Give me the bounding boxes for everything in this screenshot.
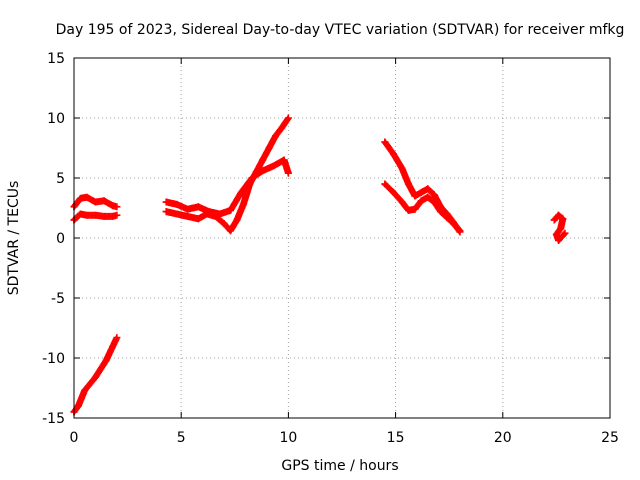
data-point [389,188,397,196]
series-arc-b-descending [70,334,121,416]
data-points [70,114,569,416]
data-point [184,205,192,213]
data-point [237,188,245,196]
series-arc-c-inner [162,156,292,218]
data-point [389,150,397,158]
data-point [173,210,181,218]
data-point [162,198,170,206]
data-point [272,132,280,140]
data-point [437,208,445,216]
data-point [411,192,419,200]
x-axis-label: GPS time / hours [281,458,398,474]
series-arc-e [550,211,569,244]
data-point [233,216,241,224]
data-point [449,220,457,228]
data-point [284,169,292,177]
data-point [227,206,235,214]
data-point [550,216,558,224]
series-arc-a-upper [70,193,121,211]
data-point [239,200,247,208]
data-point [100,212,108,220]
data-point [561,229,569,237]
data-point [398,198,406,206]
grid [74,58,610,418]
data-point [398,164,406,172]
x-tick-label: 5 [177,430,186,446]
data-point [76,210,84,218]
x-tick-label: 10 [279,430,297,446]
data-point [91,211,99,219]
data-point [381,138,389,146]
data-point [113,334,121,342]
x-tick-label: 25 [601,430,619,446]
data-point [76,194,84,202]
data-point [430,198,438,206]
data-point [91,198,99,206]
data-point [83,211,91,219]
data-point [100,197,108,205]
y-tick-label: -15 [42,411,65,427]
data-point [194,203,202,211]
data-point [424,193,432,201]
data-point [555,211,563,219]
data-point [381,180,389,188]
data-point [284,114,292,122]
y-tick-label: 15 [47,51,65,67]
data-point [430,191,438,199]
data-point [109,212,117,220]
y-tick-label: -10 [42,351,65,367]
y-tick-label: 10 [47,111,65,127]
series-arc-c [162,114,292,235]
data-point [227,227,235,235]
data-point [557,224,565,232]
data-point [417,197,425,205]
data-point [113,211,121,219]
data-point [81,386,89,394]
chart-title: Day 195 of 2023, Sidereal Day-to-day VTE… [56,22,625,38]
data-point [194,215,202,223]
data-point [162,208,170,216]
data-point [102,356,110,364]
data-point [173,200,181,208]
data-point [280,156,288,164]
data-point [248,174,256,182]
data-point [424,185,432,193]
data-point [278,124,286,132]
data-point [456,227,464,235]
x-tick-label: 15 [387,430,405,446]
data-point [109,202,117,210]
data-point [184,212,192,220]
data-point [220,220,228,228]
axis-ticks: 0 5 10 15 20 25 -15 -10 -5 0 5 10 15 [42,51,619,446]
data-point [269,162,277,170]
data-point [74,402,82,410]
data-point [404,206,412,214]
data-point [205,208,213,216]
data-point [555,236,563,244]
data-point [83,193,91,201]
data-point [91,373,99,381]
y-tick-label: -5 [51,291,65,307]
data-point [259,167,267,175]
y-tick-label: 5 [56,171,65,187]
series-arc-a-lower [70,210,121,224]
plot-frame [73,57,611,419]
data-point [417,188,425,196]
x-tick-label: 20 [494,430,512,446]
data-point [113,203,121,211]
y-axis-label: SDTVAR / TECUs [6,181,22,296]
data-point [552,230,560,238]
series-arc-d-lower [381,180,464,235]
data-point [443,214,451,222]
y-tick-label: 0 [56,231,65,247]
data-point [411,205,419,213]
data-point [259,156,267,164]
data-point [265,144,273,152]
data-point [216,210,224,218]
data-point [404,180,412,188]
data-point [559,215,567,223]
x-tick-label: 0 [70,430,79,446]
